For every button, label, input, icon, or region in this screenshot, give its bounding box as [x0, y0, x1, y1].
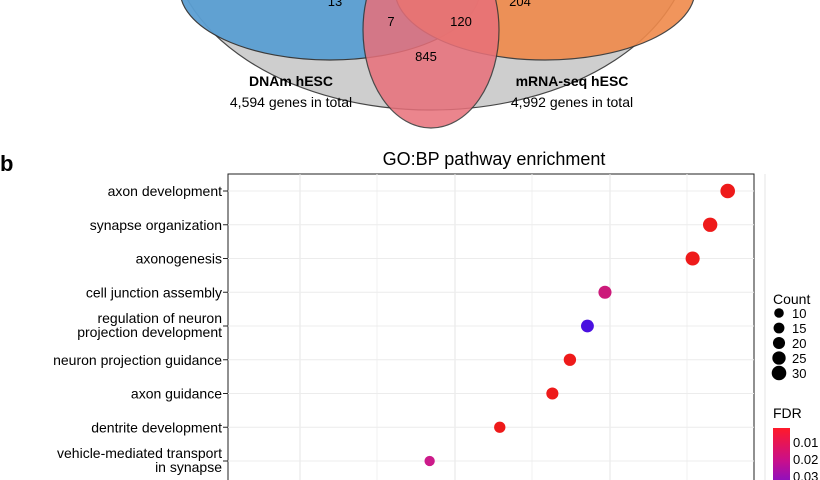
plot-frame — [227, 173, 766, 480]
y-tick-label: vehicle-mediated transport in synapse — [57, 445, 222, 475]
data-point — [494, 421, 506, 433]
legend-fdr-items: 0.01 0.02 0.03 — [793, 435, 818, 480]
legend-count-label: 10 — [792, 306, 806, 321]
data-point — [702, 217, 718, 232]
venn-count-left-only: 13 — [328, 0, 342, 9]
y-axis-labels: axon development synapse organization axon… — [53, 183, 228, 475]
venn-label-right-subtitle: 4,992 genes in total — [511, 94, 633, 110]
y-tick-label: regulation of neuron projection developme… — [77, 310, 222, 340]
data-point — [563, 353, 577, 366]
data-point — [685, 251, 700, 266]
legend-count-marker — [771, 365, 787, 381]
legend-count-label: 20 — [792, 336, 806, 351]
venn-label-left-title: DNAm hESC — [249, 73, 333, 89]
y-tick-label: cell junction assembly — [86, 284, 222, 300]
legend-fdr-label: 0.03 — [793, 469, 818, 480]
legend-fdr-label: 0.02 — [793, 452, 818, 467]
panel-label: b — [0, 151, 13, 176]
y-tick-label: neuron projection guidance — [53, 352, 222, 368]
data-points — [424, 183, 735, 467]
venn-label-left-subtitle: 4,594 genes in total — [230, 94, 352, 110]
chart-title: GO:BP pathway enrichment — [383, 149, 606, 169]
venn-count-bottom: 845 — [415, 49, 437, 64]
legend-count-label: 25 — [792, 351, 806, 366]
y-tick-label: axon guidance — [131, 386, 222, 402]
data-point — [720, 183, 735, 199]
venn-count-right-only: 204 — [509, 0, 531, 9]
venn-label-right-title: mRNA-seq hESC — [516, 73, 629, 89]
y-tick-label: axon development — [108, 183, 223, 199]
legend-count-marker — [773, 322, 785, 334]
data-point — [424, 455, 435, 467]
legend-count-marker — [774, 308, 784, 318]
legend-count-label: 30 — [792, 366, 806, 381]
y-tick-label: dentrite development — [91, 419, 222, 435]
legend-fdr-title: FDR — [773, 405, 802, 421]
y-tick-label: axonogenesis — [136, 251, 222, 267]
venn-count-center-left: 7 — [387, 14, 394, 29]
fdr-colorbar — [773, 428, 790, 480]
data-point — [581, 319, 594, 333]
data-point — [598, 285, 612, 299]
legend-count-title: Count — [773, 291, 810, 307]
legend-count-marker — [772, 336, 786, 350]
legend-count-label: 15 — [792, 321, 806, 336]
legend-fdr-label: 0.01 — [793, 435, 818, 450]
venn-count-center-right: 120 — [450, 14, 472, 29]
plot-panel — [227, 173, 755, 480]
legend-fdr: FDR 0.01 0.02 0.03 — [773, 405, 818, 480]
venn-bottom-set — [362, 0, 500, 129]
venn-diagram: 13 204 7 120 845 DNAm hESC 4,594 genes i… — [180, 0, 695, 129]
legend-count-marker — [772, 351, 786, 365]
data-point — [546, 387, 559, 400]
y-tick-label: synapse organization — [90, 217, 222, 233]
gridlines — [228, 174, 766, 480]
